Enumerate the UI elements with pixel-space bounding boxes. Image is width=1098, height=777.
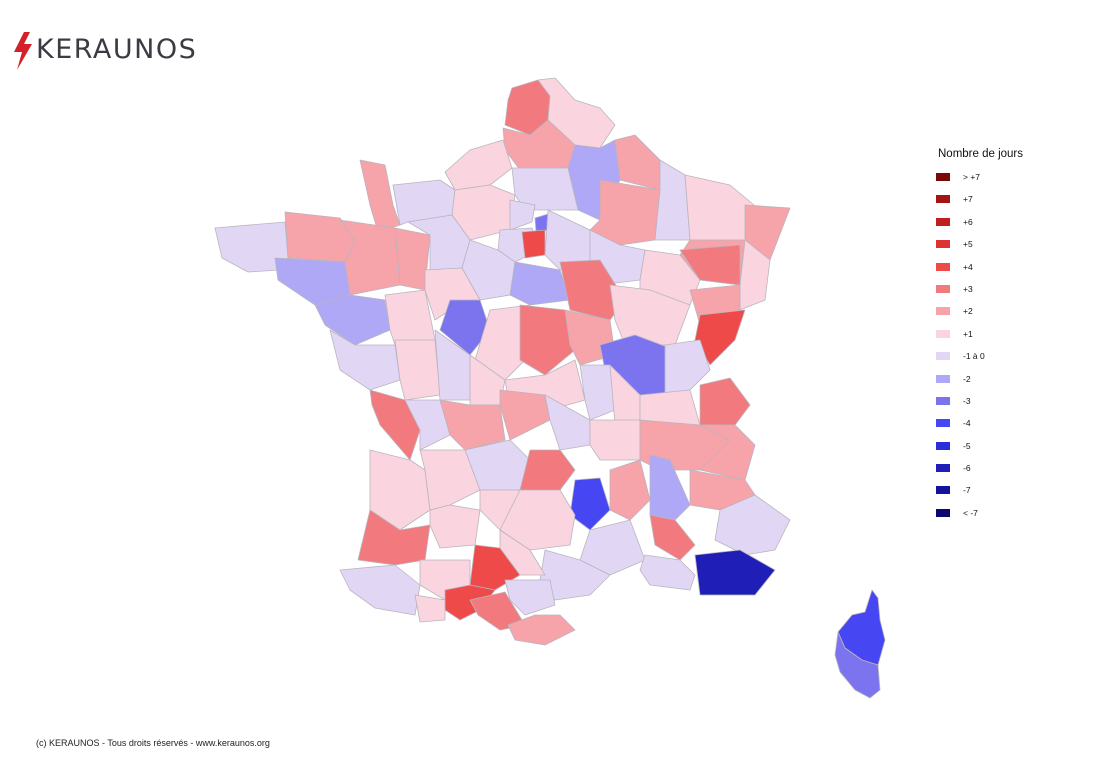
legend-item: +7 [936,194,1086,216]
region-loire [579,364,616,421]
legend-swatch [936,508,950,517]
legend-label: +2 [963,306,973,317]
legend-swatch [936,486,950,495]
region-cotes-armor [284,211,356,263]
region-var [694,549,776,596]
legend-label: < -7 [963,507,978,518]
region-nievre [519,304,576,376]
region-doubs [694,309,746,366]
legend-item: -2 [936,374,1086,396]
legend: Nombre de jours > +7 +7 +6 +5 +4 +3 +2 +1 -1 à 0… [936,148,1086,530]
region-oise [511,167,579,211]
lightning-bolt-icon [14,32,32,70]
region-seine-maritime [444,139,513,191]
region-essonne [521,229,546,259]
region-ille-vilaine [339,219,401,296]
legend-items: > +7 +7 +6 +5 +4 +3 +2 +1 -1 à 0 -2 -3 -4 -5 -6 -7 < -7 [936,172,1086,530]
legend-label: -5 [963,440,971,451]
legend-label: > +7 [963,172,981,182]
region-puy-dome [544,394,591,451]
region-deux-sevres [394,339,441,401]
legend-item: -1 à 0 [936,351,1086,373]
region-lot-garonne [429,504,481,549]
legend-item: +3 [936,284,1086,306]
legend-swatch [936,396,950,405]
legend-label: -4 [963,418,971,429]
legend-swatch [936,329,950,338]
legend-label: -1 à 0 [963,351,985,362]
legend-swatch [936,374,950,383]
region-pas-de-calais [537,77,616,149]
region-hautes-pyrenees [414,594,446,623]
copyright-footer: (c) KERAUNOS - Tous droits réservés - ww… [36,738,270,748]
region-savoie [699,377,751,426]
region-vaucluse [649,514,696,561]
region-manche [359,159,401,233]
region-corse-du-sud [834,631,881,699]
legend-item: < -7 [936,508,1086,530]
legend-swatch [936,419,950,428]
region-creuse [499,389,551,441]
legend-item: > +7 [936,172,1086,194]
legend-label: +4 [963,261,973,272]
region-haut-rhin [739,239,771,311]
legend-swatch [936,217,950,226]
legend-item: +4 [936,262,1086,284]
legend-swatch [936,352,950,361]
legend-item: -5 [936,441,1086,463]
region-pyrenees-orientales [507,614,576,646]
legend-item: -4 [936,418,1086,440]
legend-label: -6 [963,463,971,474]
legend-label: +7 [963,194,973,205]
brand-name: KERAUNOS [36,34,198,65]
region-tarn [499,529,546,576]
region-gard [579,519,646,576]
region-haute-loire [589,419,641,461]
region-cantal [519,449,576,496]
legend-label: -2 [963,373,971,384]
region-meuse [654,159,691,241]
legend-label: +6 [963,216,973,227]
legend-swatch [936,284,950,293]
legend-title: Nombre de jours [938,148,1024,160]
region-bouches-rhone [639,554,696,591]
legend-label: +1 [963,328,973,339]
legend-swatch [936,262,950,271]
legend-swatch [936,307,950,316]
region-aude [504,579,556,616]
region-haute-vienne [439,399,506,451]
region-ardennes [614,134,661,191]
legend-item: +5 [936,239,1086,261]
region-ardeche [609,459,651,521]
legend-item: +2 [936,306,1086,328]
legend-swatch [936,195,950,204]
legend-label: +3 [963,283,973,294]
legend-item: +1 [936,329,1086,351]
legend-item: -3 [936,396,1086,418]
region-loiret [509,261,571,306]
legend-label: +5 [963,239,973,250]
region-alpes-maritimes [714,494,791,556]
region-val-oise [509,199,536,231]
legend-item: -6 [936,463,1086,485]
legend-swatch [936,464,950,473]
region-haute-savoie [664,339,711,396]
legend-swatch [936,240,950,249]
region-pyrenees-atlantiques [339,564,421,616]
keraunos-logo [14,32,32,70]
legend-label: -3 [963,395,971,406]
region-charente [404,399,451,451]
legend-label: -7 [963,485,971,496]
legend-item: -7 [936,485,1086,507]
legend-item: +6 [936,217,1086,239]
legend-swatch [936,173,950,181]
region-loire-atlantique [314,294,391,346]
legend-swatch [936,441,950,450]
region-lozere [569,477,611,531]
